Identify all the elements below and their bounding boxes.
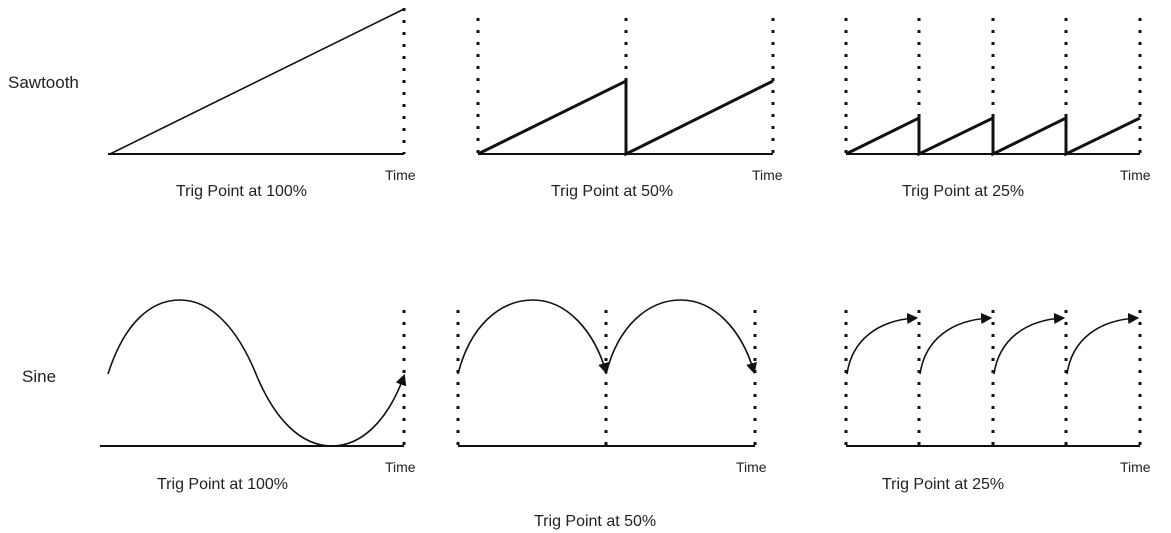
panel-sine-25: Time Trig Point at 25% [844,310,1151,493]
time-axis-label: Time [752,167,783,183]
time-axis-label: Time [736,459,767,475]
sawtooth-wave [477,78,774,157]
time-axis-label: Time [1120,167,1151,183]
panel-sine-100: Time Trig Point at 100% [100,299,416,493]
sine-wave [993,312,1066,375]
panel-caption: Trig Point at 100% [157,476,288,493]
panel-sine-50: Time Trig Point at 50% [456,299,767,530]
panel-caption: Trig Point at 25% [902,183,1024,200]
sine-wave [1066,312,1140,375]
panel-sawtooth-50: Time Trig Point at 50% [476,18,783,200]
panel-caption: Trig Point at 50% [551,183,673,200]
time-axis-label: Time [1120,459,1151,475]
time-axis-label: Time [385,459,416,475]
panel-caption: Trig Point at 100% [176,183,307,200]
panel-sawtooth-25: Time Trig Point at 25% [844,18,1151,200]
sine-wave [457,299,609,375]
sine-wave [107,299,407,447]
sawtooth-wave [845,115,1141,157]
sine-wave [605,299,757,375]
row-label-sawtooth: Sawtooth [8,73,79,92]
row-label-sine: Sine [22,367,56,386]
sine-wave [846,312,919,375]
sawtooth-wave [109,8,405,155]
panel-caption: Trig Point at 50% [534,513,656,530]
time-axis-label: Time [385,167,416,183]
panel-sawtooth-100: Time Trig Point at 100% [108,8,416,200]
panel-caption: Trig Point at 25% [882,476,1004,493]
sine-wave [919,312,993,375]
